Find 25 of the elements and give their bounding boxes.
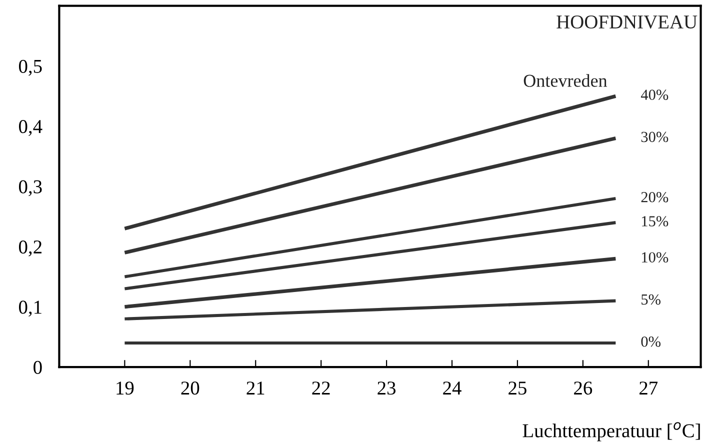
- series-label: 0%: [641, 336, 661, 347]
- series-label: 10%: [642, 252, 668, 263]
- y-tick-label: 0,4: [18, 120, 42, 136]
- annotation: Ontevreden: [524, 74, 608, 87]
- series-label: 40%: [640, 90, 668, 100]
- series-label: 20%: [641, 192, 668, 202]
- series-label: 15%: [642, 216, 668, 226]
- series-label: 5%: [642, 294, 661, 305]
- x-tick-label: 21: [246, 382, 264, 394]
- x-tick-label: 26: [574, 382, 592, 395]
- x-tick-label: 20: [181, 382, 200, 395]
- y-tick-label: 0,3: [18, 180, 42, 196]
- x-tick-label: 19: [116, 382, 134, 395]
- x-tick-label: 23: [378, 382, 396, 395]
- annotation: HOOFDNIVEAU: [556, 15, 698, 29]
- y-tick-label: 0,2: [18, 240, 42, 256]
- y-tick-label: 0,1: [18, 300, 42, 317]
- y-tick-label: 0,5: [18, 60, 42, 76]
- x-tick-label: 24: [443, 382, 462, 394]
- series-label: 30%: [641, 132, 668, 142]
- x-tick-label: 27: [640, 382, 658, 394]
- x-tick-label: 22: [312, 382, 330, 394]
- x-axis-title: Luchttemperatuur [$^{o}$C]: [522, 422, 700, 442]
- x-tick-label: 25: [508, 382, 526, 395]
- y-tick-label: 0: [34, 360, 42, 374]
